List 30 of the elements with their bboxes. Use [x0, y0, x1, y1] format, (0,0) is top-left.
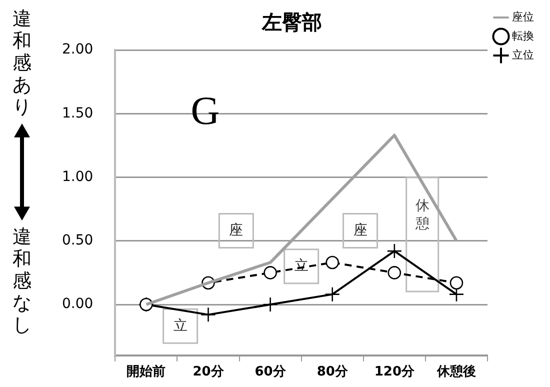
y-tick-label: 0.50 [62, 232, 94, 249]
point [324, 286, 340, 302]
legend-label: 座位 [512, 10, 534, 24]
chart-title: 左臀部 [261, 10, 322, 34]
legend-label: 転換 [512, 29, 534, 42]
text: 違和感あり [12, 8, 32, 118]
point [450, 276, 464, 290]
annotation: 休憩 [414, 198, 430, 232]
y-tick-label: 1.50 [62, 105, 94, 122]
y-tick-label: 0.00 [62, 296, 94, 312]
annotation: 立 [173, 318, 188, 334]
x-tick-label: 120分 [374, 364, 416, 380]
point [262, 296, 278, 312]
text: 違和感なし [12, 226, 32, 336]
x-tick-label: 休憩後 [436, 364, 476, 380]
annotation: G [190, 88, 220, 134]
point [386, 243, 402, 259]
x-tick-label: 80分 [316, 364, 349, 380]
x-tick-label: 60分 [254, 364, 287, 380]
x-tick-label: 開始前 [126, 364, 166, 380]
annotation: 座 [353, 222, 368, 238]
legend-label: 立位 [512, 48, 534, 62]
annotation: 座 [229, 222, 244, 238]
x-tick-label: 20分 [192, 364, 225, 380]
y-tick-label: 2.00 [62, 42, 94, 58]
y-tick-label: 1.00 [62, 168, 94, 185]
point [326, 256, 340, 270]
point [264, 266, 277, 280]
point [200, 307, 216, 322]
point [388, 266, 402, 280]
